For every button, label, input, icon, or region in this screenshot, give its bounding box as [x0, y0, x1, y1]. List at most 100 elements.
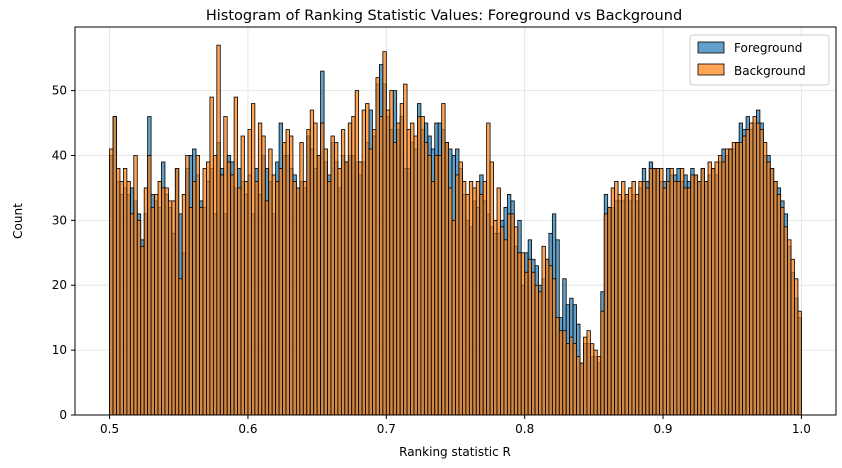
background-bar — [783, 226, 788, 416]
background-bar — [344, 161, 349, 416]
background-bar — [372, 129, 377, 416]
background-bar — [631, 181, 636, 416]
background-bar — [116, 168, 121, 416]
background-bar — [534, 284, 539, 416]
background-bar — [365, 103, 370, 416]
y-tick-label: 50 — [52, 84, 67, 98]
background-bar — [451, 219, 456, 416]
background-bar — [247, 129, 252, 416]
background-bar — [541, 245, 546, 416]
background-bar — [503, 239, 508, 416]
background-bar — [154, 193, 159, 416]
background-bars — [109, 44, 802, 416]
background-bar — [188, 206, 194, 416]
background-bar — [648, 168, 654, 416]
background-bar — [697, 181, 702, 416]
background-bar — [513, 226, 519, 416]
background-bar — [645, 187, 650, 416]
background-bar — [292, 181, 297, 416]
background-bar — [607, 206, 612, 416]
background-bar — [496, 187, 501, 416]
background-bar — [676, 181, 681, 416]
background-bar — [126, 181, 131, 416]
background-bar — [423, 142, 429, 416]
background-bar — [562, 330, 567, 416]
background-bar — [624, 193, 629, 416]
background-bar — [638, 181, 643, 416]
x-tick-label: 0.7 — [377, 422, 396, 436]
background-bar — [257, 122, 263, 416]
background-bar — [206, 161, 211, 416]
background-bar — [669, 168, 674, 416]
background-bar — [794, 278, 799, 416]
background-bar — [161, 187, 166, 416]
background-bar — [458, 161, 463, 416]
background-bar — [351, 116, 356, 416]
background-bar — [219, 174, 225, 416]
background-bar — [759, 129, 764, 416]
x-tick-label: 0.8 — [515, 422, 534, 436]
background-bar — [437, 155, 443, 416]
background-bar — [506, 213, 512, 416]
background-bar — [240, 135, 245, 416]
background-bar — [610, 187, 616, 416]
background-bar — [375, 77, 380, 416]
legend: Foreground Background — [689, 34, 830, 86]
background-bar — [787, 239, 792, 416]
background-bar — [486, 122, 491, 416]
background-bar — [762, 142, 768, 416]
background-bar — [766, 161, 771, 416]
background-bar — [202, 168, 207, 416]
background-bar — [354, 90, 360, 416]
background-bar — [299, 142, 304, 416]
background-bar — [181, 193, 187, 416]
background-bar — [510, 213, 515, 416]
background-bar — [531, 271, 536, 416]
background-bar — [735, 142, 740, 416]
background-bar — [378, 116, 384, 416]
background-bar — [524, 271, 529, 416]
background-bar — [572, 343, 577, 416]
background-bar — [576, 356, 581, 416]
y-tick-label: 20 — [52, 278, 67, 292]
background-bar — [358, 161, 363, 416]
background-bar — [586, 330, 591, 416]
background-bar — [109, 148, 114, 416]
background-bar — [268, 148, 273, 416]
background-bar — [555, 317, 560, 416]
background-bar — [174, 168, 180, 416]
background-bar — [711, 168, 716, 416]
background-bar — [652, 168, 657, 416]
background-bar — [396, 122, 401, 416]
background-bar — [209, 96, 214, 416]
background-bar — [769, 168, 775, 416]
background-bar — [479, 193, 484, 416]
background-bar — [167, 200, 173, 416]
background-bar — [302, 181, 308, 416]
background-bar — [434, 155, 439, 416]
background-bar — [216, 44, 221, 416]
background-bar — [617, 193, 622, 416]
background-bar — [295, 187, 301, 416]
background-bar — [693, 174, 699, 416]
background-bar — [133, 155, 138, 416]
background-bar — [403, 83, 408, 416]
legend-label-foreground: Foreground — [734, 41, 802, 55]
background-bar — [430, 181, 436, 416]
background-bar — [316, 155, 321, 416]
background-bar — [143, 187, 149, 416]
background-bar — [150, 206, 155, 416]
background-bar — [472, 187, 477, 416]
background-bar — [776, 193, 782, 416]
legend-label-background: Background — [734, 64, 806, 78]
background-bar — [448, 187, 453, 416]
background-bar — [427, 155, 432, 416]
background-bar — [655, 168, 660, 416]
background-bar — [140, 245, 145, 416]
background-bar — [340, 129, 346, 416]
background-bar — [330, 135, 335, 416]
background-bar — [621, 181, 626, 416]
background-bar — [112, 116, 117, 416]
background-bar — [441, 103, 446, 416]
background-bar — [382, 51, 387, 416]
